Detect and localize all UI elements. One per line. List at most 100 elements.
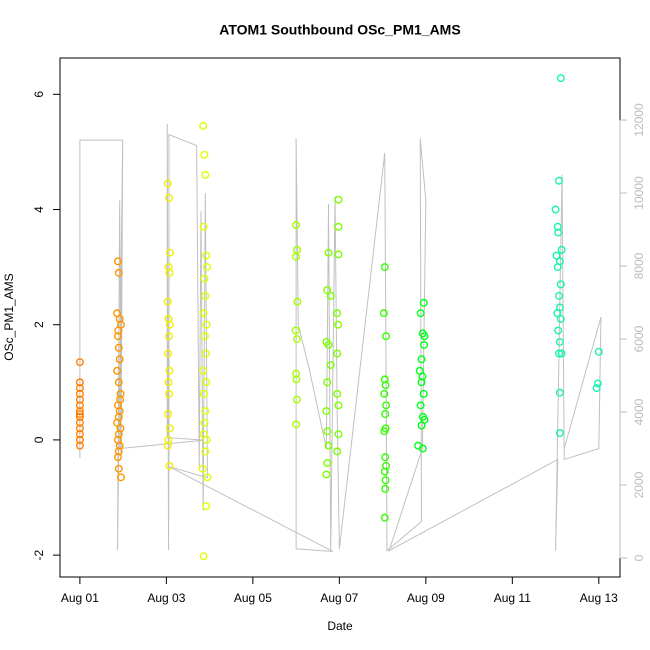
data-point — [557, 245, 566, 254]
data-point — [551, 205, 560, 214]
data-point — [75, 378, 84, 387]
data-point — [381, 484, 390, 493]
data-point — [417, 421, 426, 430]
data-point — [334, 195, 343, 204]
data-point — [333, 447, 342, 456]
data-point — [555, 337, 564, 346]
data-point — [292, 395, 301, 404]
data-point — [323, 378, 332, 387]
data-point — [113, 453, 122, 462]
data-point — [75, 409, 84, 418]
data-point — [164, 263, 173, 272]
data-point — [417, 378, 426, 387]
data-point — [202, 378, 211, 387]
data-point — [323, 427, 332, 436]
data-line — [79, 123, 602, 552]
y-tick-label: 0 — [32, 436, 46, 443]
data-point — [291, 326, 300, 335]
data-point — [292, 335, 301, 344]
data-point — [323, 458, 332, 467]
data-point — [75, 430, 84, 439]
data-point — [201, 407, 210, 416]
data-point — [198, 464, 207, 473]
data-point — [334, 430, 343, 439]
data-point — [202, 435, 211, 444]
data-point — [326, 291, 335, 300]
y-tick-label: -2 — [32, 549, 46, 560]
data-point — [555, 176, 564, 185]
data-point — [326, 361, 335, 370]
data-point — [114, 343, 123, 352]
x-tick-label: Aug 13 — [580, 591, 618, 605]
data-point — [333, 389, 342, 398]
data-point — [381, 381, 390, 390]
data-point — [380, 427, 389, 436]
data-point — [334, 401, 343, 410]
data-point — [113, 366, 122, 375]
data-point — [202, 320, 211, 329]
data-point — [592, 384, 601, 393]
x-tick-label: Aug 03 — [147, 591, 185, 605]
y2-tick-label: 2000 — [632, 471, 646, 498]
data-point — [113, 332, 122, 341]
data-point — [114, 326, 123, 335]
data-point — [381, 409, 390, 418]
data-point — [324, 248, 333, 257]
data-point — [200, 150, 209, 159]
data-point — [201, 447, 210, 456]
data-point — [199, 366, 208, 375]
data-point — [165, 461, 174, 470]
data-point — [164, 378, 173, 387]
data-point — [75, 441, 84, 450]
y-tick-label: 2 — [32, 321, 46, 328]
data-point — [292, 375, 301, 384]
data-point — [114, 430, 123, 439]
data-point — [334, 320, 343, 329]
data-point — [555, 388, 564, 397]
data-point — [555, 349, 564, 358]
x-tick-label: Aug 11 — [494, 591, 531, 605]
data-point — [380, 389, 389, 398]
data-point — [556, 314, 565, 323]
data-point — [164, 332, 173, 341]
data-point — [203, 263, 212, 272]
data-point — [554, 228, 563, 237]
data-point — [417, 355, 426, 364]
data-point — [115, 441, 124, 450]
data-point — [333, 349, 342, 358]
data-point — [292, 369, 301, 378]
data-point — [323, 286, 332, 295]
y-tick-label: 6 — [32, 91, 46, 98]
data-point — [555, 428, 564, 437]
data-point — [75, 412, 84, 421]
data-point — [116, 473, 125, 482]
data-point — [201, 349, 210, 358]
data-point — [164, 389, 173, 398]
data-point — [115, 355, 124, 364]
data-point — [200, 418, 209, 427]
data-point — [416, 309, 425, 318]
data-point — [199, 389, 208, 398]
data-point — [380, 263, 389, 272]
data-point — [163, 179, 172, 188]
data-point — [292, 420, 301, 429]
data-point — [553, 263, 562, 272]
y-tick-label: 4 — [32, 206, 46, 213]
data-point — [333, 309, 342, 318]
data-point — [165, 320, 174, 329]
data-point — [555, 291, 564, 300]
data-point — [334, 250, 343, 259]
data-point — [334, 222, 343, 231]
data-point — [322, 407, 331, 416]
data-point — [380, 375, 389, 384]
y2-tick-label: 6000 — [632, 325, 646, 352]
data-point — [75, 435, 84, 444]
data-point — [201, 170, 210, 179]
x-tick-label: Aug 07 — [320, 591, 358, 605]
data-point — [114, 378, 123, 387]
data-point — [380, 513, 389, 522]
y2-tick-label: 0 — [632, 554, 646, 561]
data-point — [165, 248, 174, 257]
